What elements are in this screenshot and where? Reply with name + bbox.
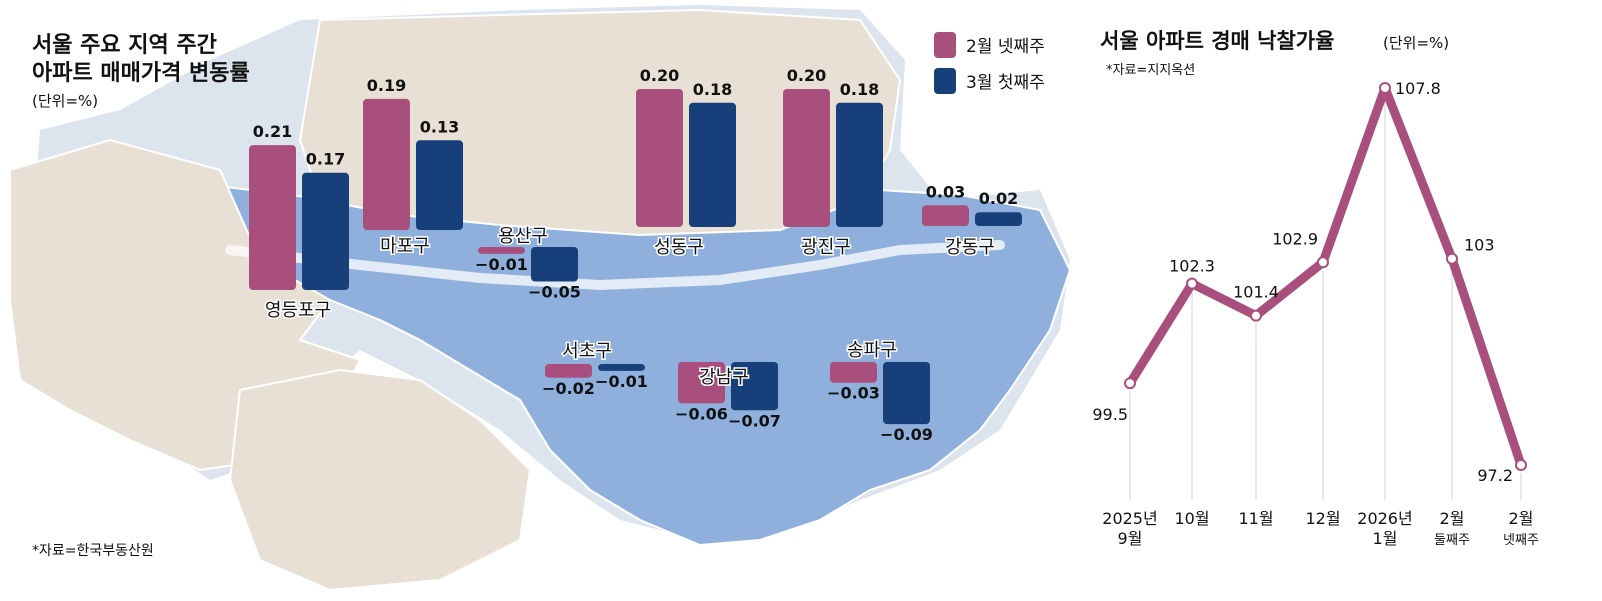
line-value-label: 107.8 xyxy=(1395,79,1441,98)
x-tick-label: 12월 xyxy=(1305,509,1340,528)
legend-swatch-feb-week4 xyxy=(934,32,956,58)
bar-mar-week1-9 xyxy=(883,362,930,425)
x-tick-label: 2025년 xyxy=(1102,509,1157,528)
bar-value-label: −0.01 xyxy=(475,255,528,274)
bar-value-label: −0.09 xyxy=(880,425,933,444)
bar-mar-week1-7 xyxy=(598,364,645,371)
southwest-region-shape xyxy=(228,368,532,592)
x-tick-label: 10월 xyxy=(1174,509,1209,528)
bar-value-label: −0.06 xyxy=(675,404,728,423)
bar-mar-week1-6 xyxy=(975,212,1022,226)
bar-mar-week1-1 xyxy=(302,172,349,290)
bar-feb-week4-3 xyxy=(478,247,525,254)
line-point xyxy=(1317,256,1329,269)
line-point xyxy=(1446,252,1458,265)
line-value-label: 97.2 xyxy=(1477,466,1513,485)
x-tick-label: 2월 xyxy=(1509,509,1534,528)
x-tick-label: 넷째주 xyxy=(1503,533,1539,548)
bar-chart-unit: (단위=%) xyxy=(32,92,98,110)
bar-mar-week1-4 xyxy=(689,102,736,227)
bar-marks: 0.210.17영등포구0.190.13마포구−0.01−0.05용산구0.20… xyxy=(249,66,1022,444)
bar-value-label: 0.02 xyxy=(979,189,1018,208)
bar-value-label: 0.18 xyxy=(693,80,732,99)
bar-feb-week4-8 xyxy=(678,362,725,404)
district-label: 마포구 xyxy=(380,236,430,257)
bar-value-label: 0.18 xyxy=(840,80,879,99)
x-tick-label: 1월 xyxy=(1373,529,1398,548)
bar-feb-week4-1 xyxy=(249,145,296,290)
line-point xyxy=(1124,377,1136,390)
bar-legend: 2월 넷째주 3월 첫째주 xyxy=(934,32,1045,94)
district-label: 성동구 xyxy=(654,237,704,258)
legend-label-mar-week1: 3월 첫째주 xyxy=(966,73,1045,93)
bar-mar-week1-2 xyxy=(416,140,463,230)
bar-mar-week1-8 xyxy=(731,362,778,411)
bar-value-label: 0.17 xyxy=(306,150,345,169)
bar-value-label: 0.19 xyxy=(367,76,406,95)
auction-rate-line xyxy=(1125,83,1526,470)
bar-value-label: 0.20 xyxy=(787,66,826,85)
line-point xyxy=(1515,459,1527,471)
bar-value-label: 0.20 xyxy=(640,66,679,85)
line-value-label: 101.4 xyxy=(1233,283,1279,302)
line-point xyxy=(1379,82,1391,94)
bar-feb-week4-7 xyxy=(545,364,592,378)
auction-line-chart: 서울 아파트 경매 낙찰가율 (단위=%) *자료=지지옥션 99.5 2025년… xyxy=(1092,29,1539,548)
han-river-shape xyxy=(225,240,1005,291)
bar-mar-week1-3 xyxy=(531,247,578,282)
line-value-label: 102.3 xyxy=(1169,257,1215,276)
district-label: 송파구 xyxy=(847,340,897,361)
legend-label-feb-week4: 2월 넷째주 xyxy=(966,37,1045,57)
bar-feb-week4-2 xyxy=(363,98,410,231)
bar-value-label: −0.05 xyxy=(528,283,581,302)
bar-value-label: −0.02 xyxy=(542,379,595,398)
bar-value-label: 0.21 xyxy=(253,122,292,141)
bar-chart-source: *자료=한국부동산원 xyxy=(32,543,154,559)
bar-feb-week4-6 xyxy=(922,205,969,226)
bar-value-label: 0.03 xyxy=(926,182,965,201)
x-tick-label: 2026년 xyxy=(1357,509,1412,528)
x-tick-label: 둘째주 xyxy=(1434,533,1470,548)
district-label: 영등포구 xyxy=(265,300,331,321)
district-label: 강남구 xyxy=(699,367,749,388)
line-point xyxy=(1186,277,1198,290)
bar-feb-week4-9 xyxy=(830,362,877,383)
line-chart-unit: (단위=%) xyxy=(1383,34,1449,52)
line-value-label: 99.5 xyxy=(1092,405,1128,424)
x-tick-label: 9월 xyxy=(1118,529,1143,548)
line-chart-title: 서울 아파트 경매 낙찰가율 xyxy=(1100,29,1334,53)
bar-chart-title-line2: 아파트 매매가격 변동률 xyxy=(32,61,250,86)
line-value-label: 103 xyxy=(1464,236,1495,255)
bar-value-label: −0.01 xyxy=(595,372,648,391)
district-bar-chart: 서울 주요 지역 주간 아파트 매매가격 변동률 (단위=%) *자료=한국부동… xyxy=(32,32,1045,559)
district-label: 광진구 xyxy=(801,237,851,258)
x-tick-label: 11월 xyxy=(1238,509,1273,528)
district-label: 용산구 xyxy=(498,226,548,247)
x-tick-label: 2월 xyxy=(1440,509,1465,528)
bar-value-label: 0.13 xyxy=(420,117,459,136)
bar-value-label: −0.03 xyxy=(827,384,880,403)
district-label: 강동구 xyxy=(945,237,995,258)
bar-value-label: −0.07 xyxy=(728,411,781,430)
line-value-label: 102.9 xyxy=(1272,229,1318,248)
district-label: 서초구 xyxy=(562,341,612,362)
bar-feb-week4-4 xyxy=(636,89,683,227)
bar-mar-week1-5 xyxy=(836,102,883,227)
legend-swatch-mar-week1 xyxy=(934,68,956,94)
bar-chart-title-line1: 서울 주요 지역 주간 xyxy=(32,33,217,58)
line-point xyxy=(1250,309,1262,322)
bar-feb-week4-5 xyxy=(783,89,830,227)
line-chart-source: *자료=지지옥션 xyxy=(1106,63,1195,78)
